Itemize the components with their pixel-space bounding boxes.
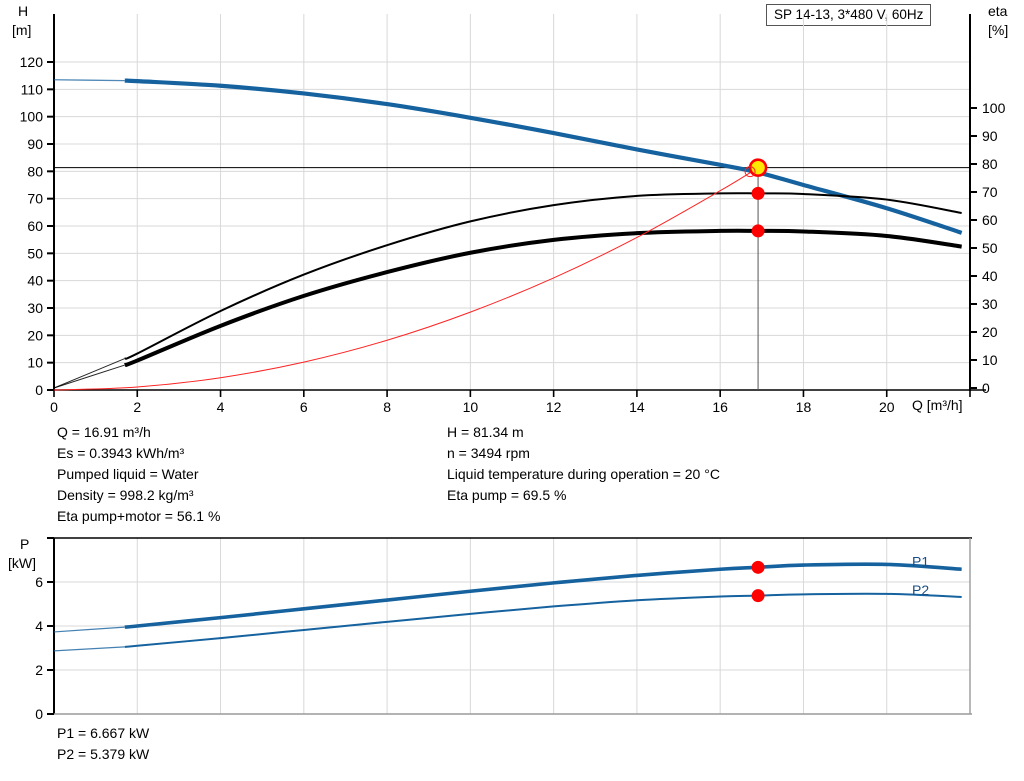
head-y2-tick-label: 40 — [982, 268, 998, 284]
head-axis-title-q: Q [m³/h] — [912, 397, 963, 413]
head-y-tick-label: 40 — [27, 273, 43, 289]
head-x-tick-label: 8 — [383, 399, 391, 415]
readout-left-line: Density = 998.2 kg/m³ — [57, 487, 194, 503]
duty-point-marker — [748, 158, 768, 177]
head-y-tick-label: 0 — [35, 382, 43, 398]
head-x-tick-label: 10 — [463, 399, 479, 415]
head-y2-tick-label: 70 — [982, 184, 998, 200]
power-axis-title-p: P — [20, 536, 30, 552]
head-y2-tick-label: 30 — [982, 296, 998, 312]
power-y-tick-label: 2 — [35, 662, 43, 678]
power-chart-tick-labels: 0 2 4 6 — [35, 574, 43, 722]
power-y-tick-label: 4 — [35, 618, 43, 634]
power-chart: 0 2 4 6 P1 P2 — [35, 537, 972, 722]
readout-right-line: Liquid temperature during operation = 20… — [447, 466, 720, 482]
head-y2-tick-label: 10 — [982, 352, 998, 368]
head-x-tick-label: 16 — [712, 399, 728, 415]
power-chart-curves — [53, 562, 962, 652]
head-x-tick-label: 12 — [546, 399, 562, 415]
p1-curve — [124, 562, 962, 629]
head-chart-tick-labels: 0102030405060708090100110120010203040506… — [20, 54, 1006, 415]
readout-right-line: Eta pump = 69.5 % — [447, 487, 567, 503]
p1-point-marker — [751, 560, 765, 574]
head-y-tick-label: 30 — [27, 300, 43, 316]
readout-right-line: n = 3494 rpm — [447, 445, 530, 461]
head-chart-axes — [47, 14, 986, 397]
eta-pump-motor-point-marker — [751, 224, 765, 238]
head-y-tick-label: 20 — [27, 327, 43, 343]
readout-left-line: Eta pump+motor = 56.1 % — [57, 508, 221, 524]
head-y2-tick-label: 50 — [982, 240, 998, 256]
eta-pump-motor-curve-extrapolated — [53, 364, 125, 389]
readout-left-line: Q = 16.91 m³/h — [57, 424, 151, 440]
head-y2-tick-label: 100 — [982, 100, 1006, 116]
pump-model-title: SP 14-13, 3*480 V, 60Hz — [766, 4, 932, 26]
head-curve-extrapolated — [53, 79, 125, 82]
head-x-tick-label: 4 — [217, 399, 225, 415]
system-point-marker — [744, 166, 756, 178]
power-chart-markers — [751, 560, 765, 603]
head-y-tick-label: 110 — [21, 81, 44, 97]
head-chart-markers — [744, 158, 768, 238]
p2-curve — [124, 592, 962, 648]
power-legend-p1: P1 — [912, 554, 929, 570]
head-y-tick-label: 60 — [27, 218, 43, 234]
power-chart-legend: P1 P2 — [912, 554, 929, 598]
head-x-tick-label: 18 — [796, 399, 812, 415]
p1-curve-extrapolated — [53, 626, 125, 633]
head-x-tick-label: 14 — [629, 399, 645, 415]
head-y2-tick-label: 60 — [982, 212, 998, 228]
head-y2-tick-label: 90 — [982, 128, 998, 144]
power-legend-p2: P2 — [912, 582, 929, 598]
head-y2-tick-label: 0 — [982, 380, 990, 396]
power-y-tick-label: 0 — [35, 706, 43, 722]
power-y-tick-label: 6 — [35, 574, 43, 590]
head-y-tick-label: 80 — [27, 163, 43, 179]
head-x-tick-label: 6 — [300, 399, 308, 415]
head-y-tick-label: 90 — [27, 136, 43, 152]
eta-pump-point-marker — [751, 186, 765, 200]
head-axis-title-h: H — [18, 3, 29, 19]
head-y-tick-label: 100 — [20, 109, 44, 125]
readout-left-line: Es = 0.3943 kWh/m³ — [57, 445, 185, 461]
power-axis-title-p-unit: [kW] — [8, 555, 36, 571]
readout-right-line: H = 81.34 m — [447, 424, 524, 440]
eta-pump-motor-curve — [123, 228, 962, 368]
head-x-tick-label: 0 — [50, 399, 58, 415]
readout-power-line: P2 = 5.379 kW — [57, 746, 150, 762]
eta-pump-curve — [124, 192, 962, 360]
head-chart-gridlines — [54, 14, 971, 390]
head-y2-tick-label: 20 — [982, 324, 998, 340]
head-y-tick-label: 120 — [20, 54, 44, 70]
system-curve — [53, 167, 759, 391]
head-x-tick-label: 20 — [879, 399, 895, 415]
head-axis-title-h-unit: [m] — [12, 22, 32, 38]
head-curve — [124, 78, 963, 235]
head-chart-curves — [53, 78, 970, 391]
head-y-tick-label: 50 — [27, 245, 43, 261]
head-axis-title-eta-unit: [%] — [988, 22, 1009, 38]
p2-point-marker — [751, 589, 765, 603]
head-y-tick-label: 10 — [27, 355, 43, 371]
head-y-tick-label: 70 — [27, 191, 43, 207]
readout-power-line: P1 = 6.667 kW — [57, 725, 150, 741]
p2-curve-extrapolated — [53, 646, 125, 652]
head-y2-tick-label: 80 — [982, 156, 998, 172]
head-efficiency-chart: 0102030405060708090100110120010203040506… — [20, 14, 1006, 415]
power-chart-axes — [47, 537, 972, 715]
readout-left-line: Pumped liquid = Water — [57, 466, 199, 482]
head-axis-title-eta: eta — [988, 3, 1008, 19]
head-x-tick-label: 2 — [133, 399, 141, 415]
